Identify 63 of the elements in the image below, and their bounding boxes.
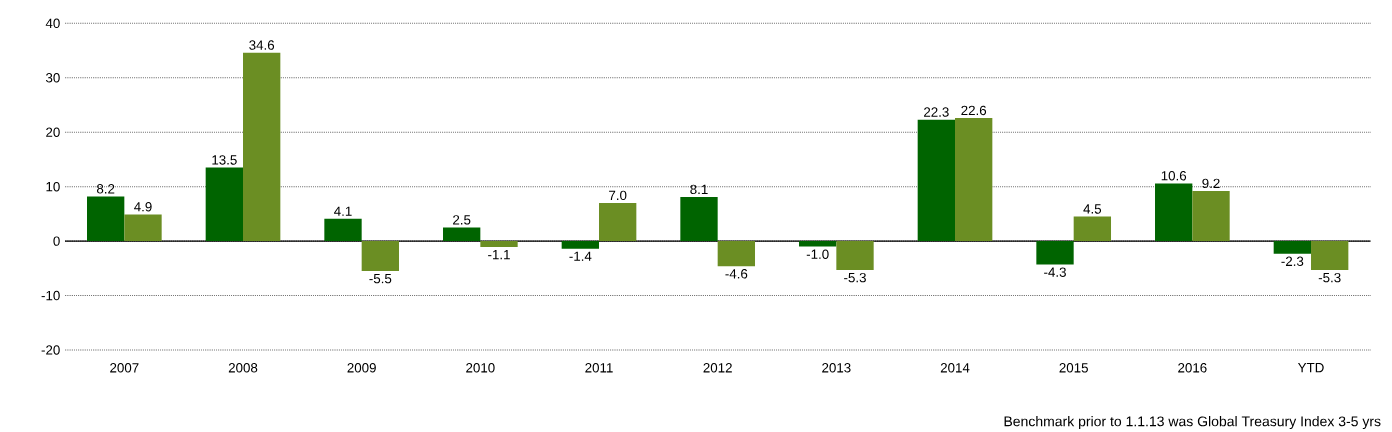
bar <box>87 196 125 242</box>
data-label: -1.4 <box>569 251 592 261</box>
bar <box>717 241 756 267</box>
y-tick-label: 40 <box>45 18 60 29</box>
x-tick-label: 2011 <box>585 363 613 373</box>
bar <box>480 241 518 248</box>
bar <box>1155 183 1193 242</box>
x-tick-label: 2014 <box>940 363 970 373</box>
data-label: -5.5 <box>369 273 392 284</box>
bar <box>917 119 956 242</box>
bar <box>124 214 162 242</box>
bar <box>1273 241 1312 254</box>
data-label: 22.6 <box>961 105 987 116</box>
bar <box>324 218 362 242</box>
bar <box>599 203 637 242</box>
data-label: 34.6 <box>249 40 275 50</box>
bar <box>1036 241 1074 265</box>
data-label: 2.5 <box>453 215 471 225</box>
x-tick-label: 2015 <box>1059 363 1088 373</box>
data-label: 13.5 <box>212 155 237 165</box>
bar <box>243 52 281 242</box>
data-label: -4.3 <box>1044 267 1066 277</box>
y-tick-label: 30 <box>45 73 60 83</box>
data-label: 9.2 <box>1202 178 1220 189</box>
x-tick-label: 2010 <box>466 363 495 373</box>
x-tick-label: YTD <box>1297 363 1324 373</box>
data-label: -1.0 <box>806 249 829 259</box>
bar <box>1311 241 1349 270</box>
x-tick-label: 2016 <box>1178 363 1207 373</box>
data-label: 4.5 <box>1083 204 1102 214</box>
data-label: 4.1 <box>334 206 352 216</box>
bar <box>1192 191 1230 242</box>
bar <box>836 241 874 270</box>
data-label: -1.1 <box>488 250 510 260</box>
y-tick-label: -10 <box>41 290 60 301</box>
y-tick-label: 0 <box>53 236 60 246</box>
x-tick-label: 2009 <box>347 363 376 373</box>
bar <box>205 167 243 242</box>
data-label: 8.2 <box>96 184 115 194</box>
data-label: 22.3 <box>924 107 949 117</box>
bar <box>561 241 600 249</box>
bar <box>799 241 837 247</box>
y-tick-label: 20 <box>46 127 60 137</box>
y-tick-label: -20 <box>41 345 60 355</box>
data-label: -5.3 <box>1318 272 1341 283</box>
x-tick-label: 2007 <box>110 363 139 373</box>
bar <box>955 118 993 242</box>
data-label: -2.3 <box>1281 256 1304 266</box>
x-tick-label: 2012 <box>703 363 732 373</box>
y-tick-label: 10 <box>46 181 60 192</box>
bar <box>680 197 718 242</box>
data-label: -5.3 <box>844 272 866 283</box>
text: Benchmark prior to 1.1.13 was Global Treasury Index 3-5 yrs <box>1004 416 1381 430</box>
bar <box>1073 216 1112 242</box>
data-label: 8.1 <box>690 184 708 195</box>
data-label: 10.6 <box>1161 171 1187 181</box>
data-label: 7.0 <box>609 190 627 201</box>
bar <box>361 241 400 272</box>
x-tick-label: 2008 <box>228 363 258 373</box>
data-label: -4.6 <box>725 269 748 279</box>
x-tick-label: 2013 <box>822 363 851 373</box>
data-label: 4.9 <box>134 202 152 212</box>
bar <box>443 227 481 242</box>
